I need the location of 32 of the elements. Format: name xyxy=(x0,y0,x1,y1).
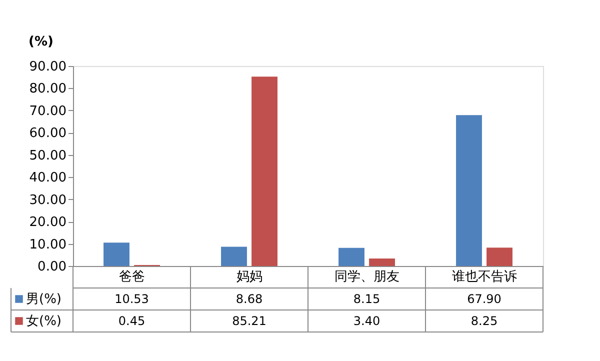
y-tick-label: 90.00 xyxy=(29,60,66,74)
legend-label: 女(%) xyxy=(26,314,62,329)
y-axis-title: (%) xyxy=(28,34,54,50)
y-tick-label: 0.00 xyxy=(38,260,66,274)
bar xyxy=(252,76,278,266)
data-label: 0.45 xyxy=(118,314,146,328)
x-tick-label: 谁也不告诉 xyxy=(452,270,517,284)
bar xyxy=(456,115,482,266)
x-tick-label: 同学、朋友 xyxy=(334,270,400,284)
bar xyxy=(221,246,247,266)
data-label: 67.90 xyxy=(467,292,502,306)
data-label: 10.53 xyxy=(114,292,149,306)
y-tick-label: 60.00 xyxy=(29,126,66,142)
data-label: 8.68 xyxy=(236,292,263,306)
y-tick-label: 70.00 xyxy=(29,104,66,119)
x-tick-label: 爸爸 xyxy=(118,270,145,284)
data-label: 8.15 xyxy=(353,292,380,306)
y-tick-label: 80.00 xyxy=(29,82,66,97)
bar xyxy=(104,242,130,266)
y-tick-label: 20.00 xyxy=(29,215,66,230)
y-tick-label: 10.00 xyxy=(29,237,66,252)
y-tick-label: 30.00 xyxy=(29,192,66,208)
data-label: 85.21 xyxy=(232,314,266,328)
y-tick-label: 50.00 xyxy=(29,148,66,164)
x-tick-label: 妈妈 xyxy=(236,270,262,284)
bar xyxy=(338,248,364,266)
y-tick-label: 40.00 xyxy=(29,170,66,186)
bar xyxy=(486,248,512,266)
data-label: 8.25 xyxy=(470,314,498,328)
data-label: 3.40 xyxy=(353,314,380,328)
legend-label: 男(%) xyxy=(26,292,62,307)
bar xyxy=(369,258,395,266)
